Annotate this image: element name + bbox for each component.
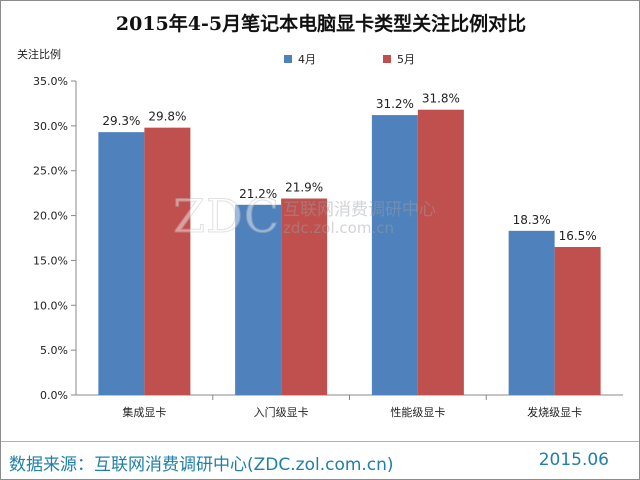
legend-swatch-may — [383, 55, 391, 63]
data-label: 21.2% — [239, 187, 277, 201]
data-label: 29.8% — [148, 110, 186, 124]
y-tick-label: 35.0% — [33, 75, 68, 88]
y-tick-label: 25.0% — [33, 165, 68, 178]
y-axis-label: 关注比例 — [17, 48, 61, 61]
bar-chart: 0.0% 5.0% 10.0% 15.0% 20.0% 25.0% 30.0% 35.0% 集成… — [33, 75, 623, 419]
bar — [417, 109, 464, 396]
bar — [554, 246, 601, 395]
data-label: 31.2% — [376, 97, 414, 111]
y-tick-label: 20.0% — [33, 210, 68, 223]
bar — [235, 204, 282, 395]
y-tick-label: 5.0% — [40, 344, 68, 357]
y-tick-label: 0.0% — [40, 389, 68, 402]
y-tick-label: 30.0% — [33, 120, 68, 133]
footer-divider — [1, 441, 639, 442]
bar — [98, 132, 145, 395]
x-tick-label: 集成显卡 — [122, 405, 166, 419]
x-tick-label: 发烧级显卡 — [527, 405, 582, 419]
footer-date: 2015.06 — [538, 450, 609, 470]
data-label: 31.8% — [422, 92, 460, 106]
data-label: 29.3% — [102, 114, 140, 128]
chart-title: 2015年4-5月笔记本电脑显卡类型关注比例对比 — [115, 13, 527, 35]
y-tick-label: 10.0% — [33, 299, 68, 312]
data-label: 18.3% — [513, 213, 551, 227]
y-tick-label: 15.0% — [33, 254, 68, 267]
bar — [508, 230, 555, 395]
footer-source: 数据来源：互联网消费调研中心(ZDC.zol.com.cn) — [9, 455, 394, 475]
bar — [281, 198, 328, 395]
legend-item-april: 4月 — [284, 51, 316, 67]
footer: 数据来源：互联网消费调研中心(ZDC.zol.com.cn) 2015.06 — [1, 441, 639, 479]
data-label: 16.5% — [559, 229, 597, 243]
data-label: 21.9% — [285, 181, 323, 195]
bar — [371, 115, 418, 395]
x-tick-label: 入门级显卡 — [254, 405, 309, 419]
legend-label-april: 4月 — [298, 53, 316, 66]
legend-swatch-april — [284, 55, 292, 63]
bar — [144, 127, 191, 395]
legend-label-may: 5月 — [397, 53, 415, 66]
legend-item-may: 5月 — [383, 51, 415, 67]
x-tick-label: 性能级显卡 — [390, 405, 445, 419]
